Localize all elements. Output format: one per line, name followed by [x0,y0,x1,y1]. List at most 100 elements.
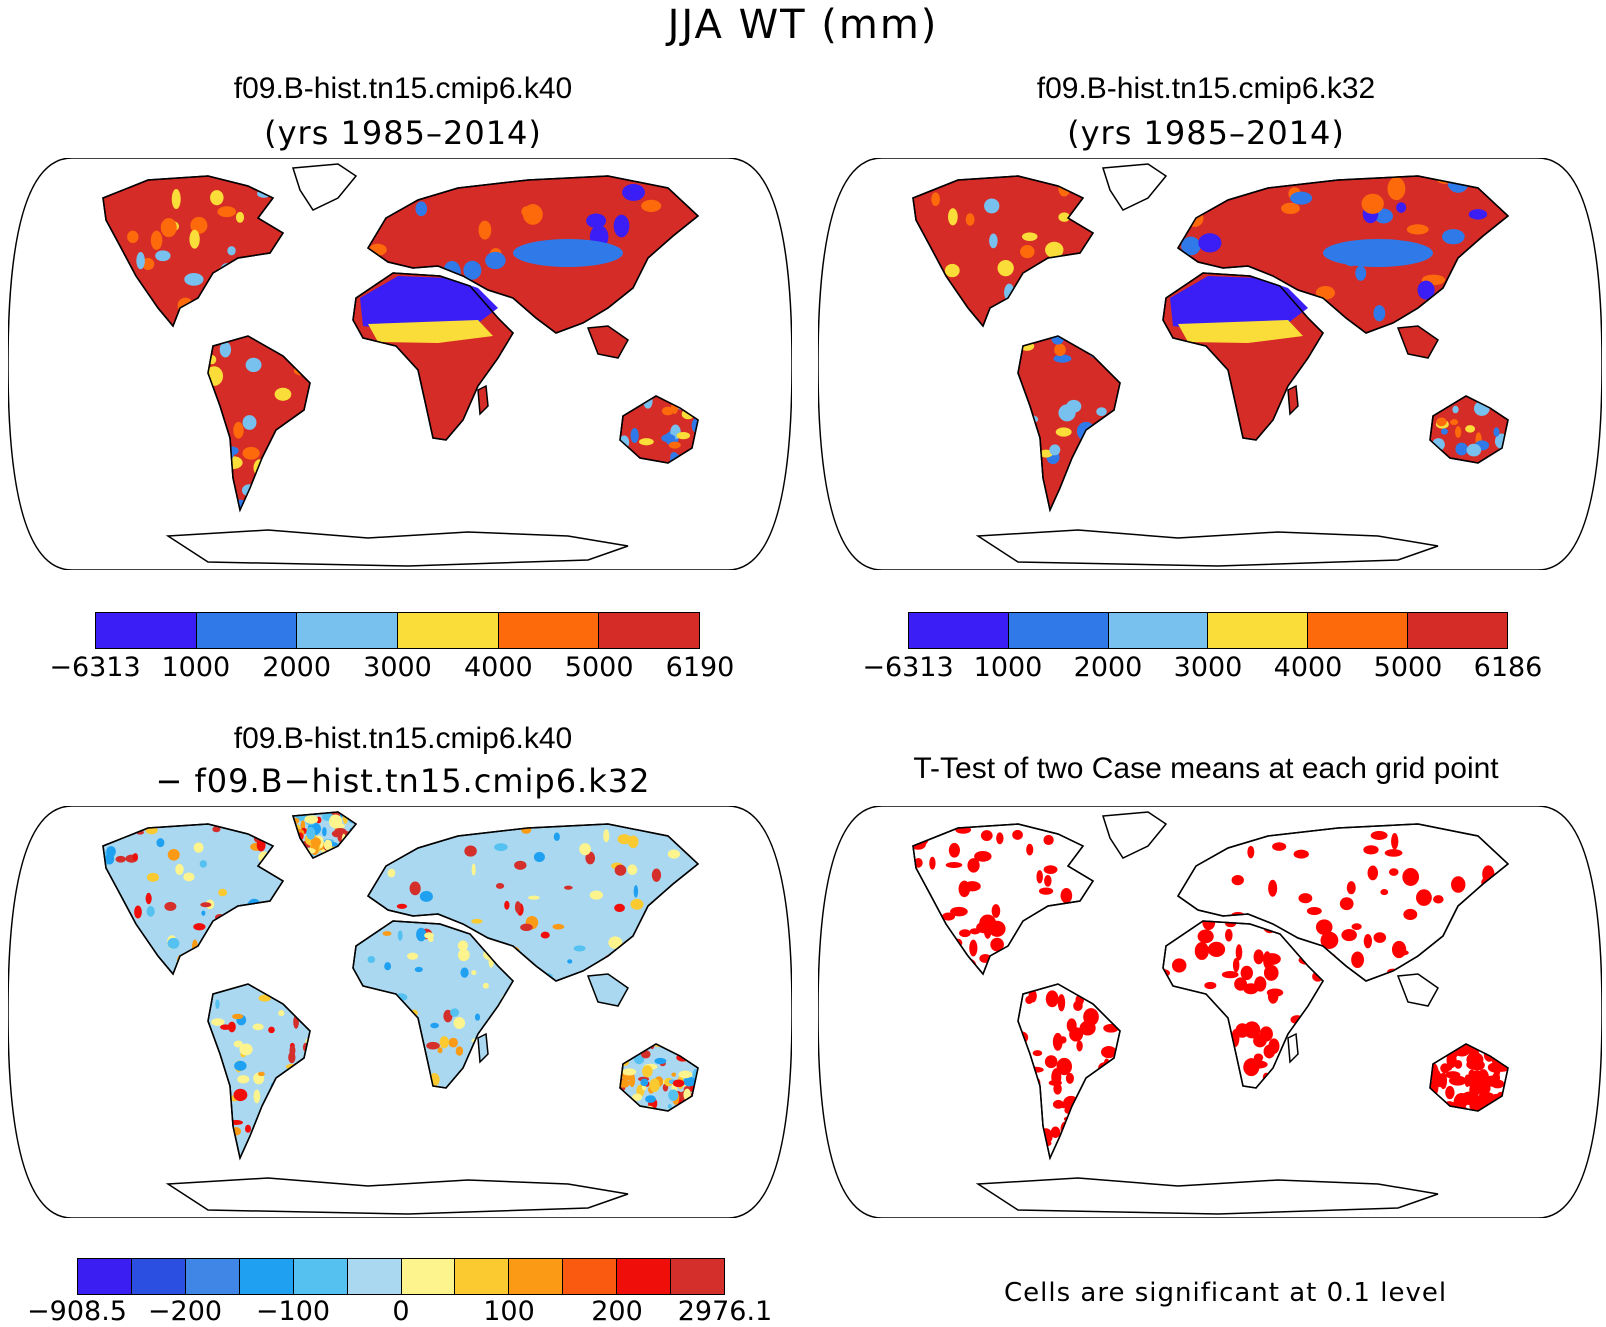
field-patch [1073,1000,1083,1012]
field-patch [687,1108,698,1111]
field-patch [1065,1072,1074,1084]
field-patch [160,218,177,238]
colorbar-label: 4000 [463,652,533,683]
field-patch [1315,285,1335,300]
colorbar-label: −200 [147,1296,223,1327]
land-madagascar [477,384,489,416]
field-patch [644,960,650,969]
field-patch [208,460,219,477]
field-patch [453,1016,466,1030]
field-patch [1043,865,1058,874]
field-patch [1247,845,1255,859]
coastline [1429,395,1509,464]
coastline [207,983,311,1161]
field-patch [1195,1079,1211,1088]
field-patch [298,467,310,483]
field-patch [1087,489,1099,509]
field-patch [274,387,292,401]
field-patch [1406,224,1429,235]
colorbar-swatch [293,1259,348,1294]
field-patch [368,257,387,277]
field-patch [210,190,224,206]
coastline [1017,335,1121,513]
field-patch [1290,1015,1304,1025]
coastline [366,175,700,334]
field-patch [614,864,627,876]
field-patch [585,851,596,865]
field-patch [156,838,165,848]
field-patch [1055,427,1072,437]
field-patch [217,265,236,277]
field-patch [1253,1053,1264,1062]
field-patch [1380,889,1389,896]
field-patch [132,853,138,861]
field-patch [268,1026,275,1034]
field-patch [457,940,468,951]
field-patch [961,320,970,326]
field-patch [145,892,152,905]
field-patch [1095,337,1109,353]
field-patch [1231,874,1244,886]
field-patch [521,825,532,834]
field-patch [552,923,565,930]
field-patch [1092,1073,1110,1087]
field-patch [1263,964,1279,981]
field-patch [368,916,378,927]
field-patch [671,1072,677,1077]
field-patch [984,198,1000,214]
field-patch [643,295,659,312]
field-patch [604,954,618,965]
field-patch [1370,830,1388,840]
field-patch [638,438,654,446]
field-patch [229,302,239,314]
land-se-asia-islands [586,973,629,1007]
field-patch [1078,1144,1087,1155]
field-patch [219,1110,229,1124]
field-patch [1253,949,1264,965]
field-patch [1454,1059,1463,1069]
field-patch [1500,1051,1508,1064]
field-patch [142,258,155,271]
field-patch [150,230,163,250]
field-patch [1317,1027,1323,1044]
field-patch [1496,907,1507,915]
coastline [352,272,514,441]
field-patch [1074,931,1088,940]
field-patch [1497,1100,1507,1111]
field-patch [1387,177,1406,201]
field-patch [1240,965,1253,981]
field-patch [242,446,260,460]
field-patch [1052,1032,1063,1051]
field-patch [501,993,513,1005]
panel3-colorbar-labels: −908.5 −200 −100 0 100 200 2976.1 [27,1296,772,1327]
field-patch [471,970,477,976]
field-patch [306,826,316,840]
field-patch [1281,1072,1294,1083]
field-patch [1262,1072,1271,1083]
field-patch [384,962,392,971]
panel4-map [818,806,1602,1218]
field-patch [268,1093,280,1101]
field-patch [277,1101,282,1114]
field-patch [310,837,321,848]
field-patch [237,1075,250,1084]
field-patch [286,1120,299,1129]
field-patch [1266,988,1284,997]
field-patch [416,927,427,942]
field-patch [1268,879,1278,897]
field-patch [448,1037,458,1048]
field-patch [1082,961,1093,974]
field-patch [1067,1125,1077,1135]
colorbar-swatch [78,1259,132,1294]
field-patch [1490,1044,1508,1056]
field-patch [1235,944,1243,961]
field-patch [190,216,208,234]
field-patch [1463,950,1474,962]
colorbar-swatch [239,1259,294,1294]
field-patch [1430,1103,1441,1111]
field-patch [1083,1008,1099,1026]
field-patch [989,233,998,249]
field-patch [233,421,244,439]
field-patch [241,298,251,317]
field-patch [497,301,519,323]
